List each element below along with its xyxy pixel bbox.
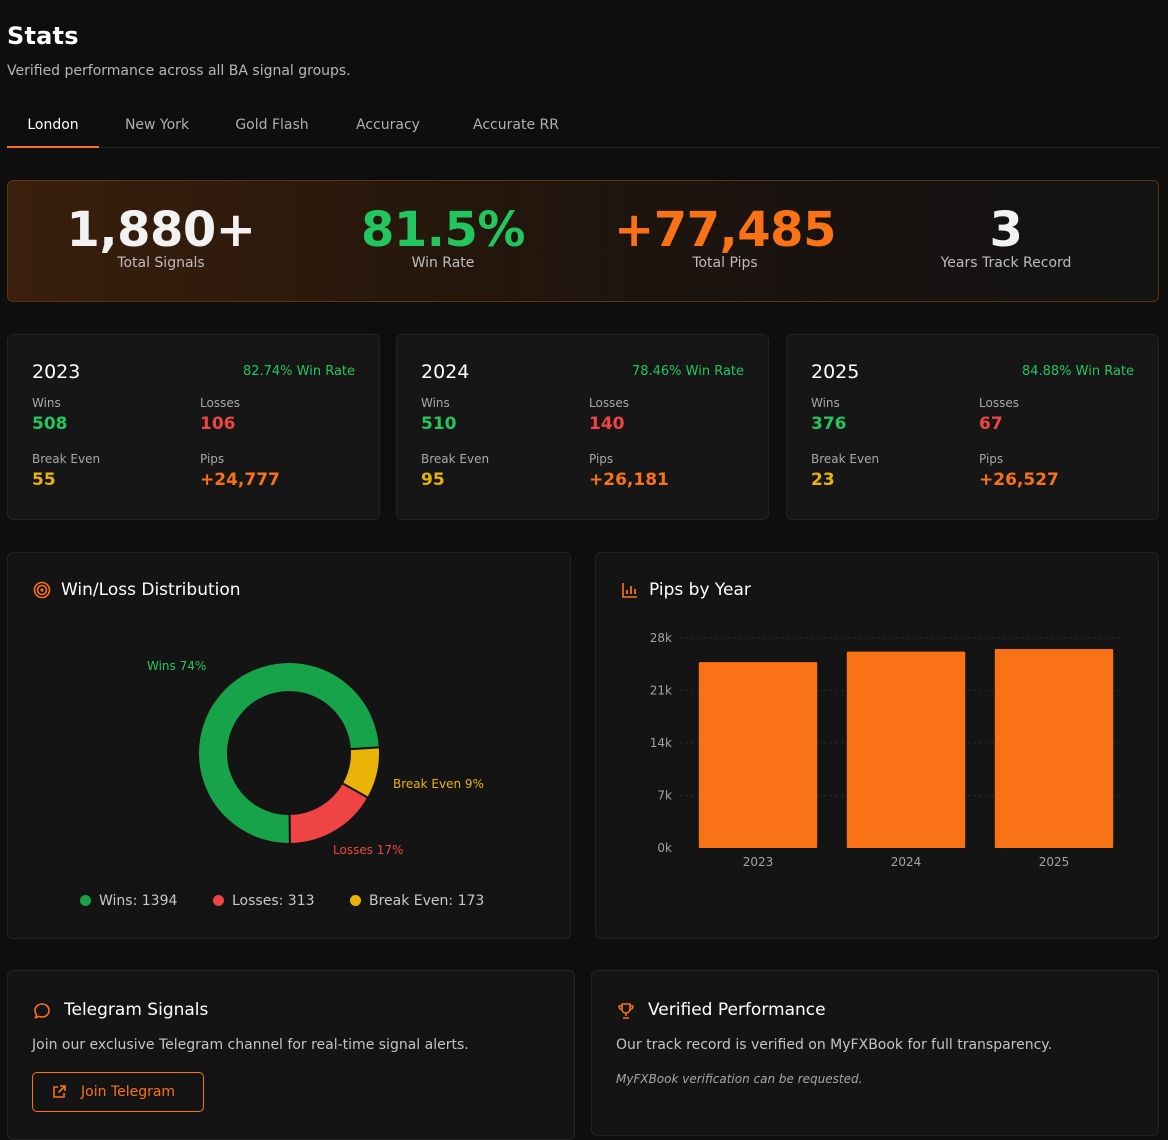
wins-value: 510 bbox=[421, 414, 457, 434]
chat-bubble-icon bbox=[34, 1003, 50, 1019]
wins-label: Wins bbox=[811, 396, 840, 410]
join-telegram-button[interactable]: Join Telegram bbox=[32, 1072, 204, 1112]
verified-text: Our track record is verified on MyFXBook… bbox=[616, 1037, 1053, 1053]
break-even-value: 55 bbox=[32, 470, 56, 490]
y-tick-label: 21k bbox=[650, 684, 672, 698]
pips-label: Pips bbox=[200, 452, 225, 466]
year-title: 2023 bbox=[32, 361, 81, 383]
year-card-2023: 2023 82.74% Win Rate Wins 508 Losses 106… bbox=[7, 334, 380, 520]
telegram-title: Telegram Signals bbox=[64, 1000, 209, 1020]
bar-2023 bbox=[698, 662, 818, 848]
legend-break-even-label: Break Even: 173 bbox=[369, 893, 485, 909]
hero-label: Years Track Record bbox=[940, 255, 1072, 271]
hero-value: 1,880+ bbox=[66, 202, 256, 258]
bar-chart-icon bbox=[622, 583, 637, 598]
page-title: Stats bbox=[7, 22, 79, 50]
bar-2024 bbox=[846, 651, 966, 848]
hero-value: 3 bbox=[989, 202, 1023, 258]
legend-dot-wins bbox=[80, 895, 91, 906]
hero-label: Win Rate bbox=[411, 255, 475, 271]
distribution-title: Win/Loss Distribution bbox=[61, 580, 241, 600]
pips-bar-chart: 0k 7k 14k 21k 28k 2023 2024 2025 bbox=[650, 631, 1123, 869]
trophy-icon bbox=[618, 1003, 634, 1019]
x-tick-label: 2024 bbox=[891, 855, 922, 869]
break-even-label: Break Even bbox=[811, 452, 880, 466]
telegram-text: Join our exclusive Telegram channel for … bbox=[32, 1037, 469, 1053]
pips-value: +26,181 bbox=[589, 470, 669, 490]
legend-dot-losses bbox=[213, 895, 224, 906]
tab-accurate-rr[interactable]: Accurate RR bbox=[473, 117, 559, 133]
hero-label: Total Pips bbox=[692, 255, 758, 271]
slice-losses bbox=[288, 781, 370, 846]
hero-total-signals: 1,880+ Total Signals bbox=[21, 201, 301, 271]
slice-label-losses: Losses 17% bbox=[333, 843, 403, 857]
hero-years: 3 Years Track Record bbox=[866, 201, 1146, 271]
verified-card: Verified Performance Our track record is… bbox=[591, 970, 1159, 1136]
tab-london[interactable]: London bbox=[7, 106, 99, 148]
slice-label-break-even: Break Even 9% bbox=[393, 777, 484, 791]
win-loss-donut-chart: Wins 74% Losses 17% Break Even 9% bbox=[147, 659, 484, 857]
hero-total-pips: +77,485 Total Pips bbox=[585, 201, 865, 271]
year-win-rate: 78.46% Win Rate bbox=[631, 364, 744, 379]
y-tick-label: 28k bbox=[650, 631, 672, 645]
legend-wins: Wins: 1394 bbox=[80, 893, 177, 909]
tab-accuracy[interactable]: Accuracy bbox=[356, 117, 420, 133]
group-tabs: London New York Gold Flash Accuracy Accu… bbox=[7, 106, 1161, 148]
wins-value: 508 bbox=[32, 414, 68, 434]
legend-wins-label: Wins: 1394 bbox=[99, 893, 178, 909]
summary-banner: 1,880+ Total Signals 81.5% Win Rate +77,… bbox=[7, 180, 1159, 302]
losses-value: 67 bbox=[979, 414, 1003, 434]
break-even-value: 95 bbox=[421, 470, 445, 490]
losses-value: 106 bbox=[200, 414, 236, 434]
pips-label: Pips bbox=[589, 452, 614, 466]
pips-value: +24,777 bbox=[200, 470, 280, 490]
pips-title: Pips by Year bbox=[649, 580, 751, 600]
wins-label: Wins bbox=[421, 396, 450, 410]
break-even-label: Break Even bbox=[421, 452, 490, 466]
join-telegram-label: Join Telegram bbox=[81, 1084, 176, 1100]
year-title: 2025 bbox=[811, 361, 860, 383]
break-even-label: Break Even bbox=[32, 452, 101, 466]
telegram-card: Telegram Signals Join our exclusive Tele… bbox=[7, 970, 575, 1140]
year-title: 2024 bbox=[421, 361, 470, 383]
hero-value: 81.5% bbox=[360, 202, 526, 258]
year-win-rate: 84.88% Win Rate bbox=[1021, 364, 1134, 379]
tab-new-york[interactable]: New York bbox=[124, 117, 190, 133]
y-tick-label: 14k bbox=[650, 736, 672, 750]
y-tick-label: 7k bbox=[657, 789, 672, 803]
pips-label: Pips bbox=[979, 452, 1004, 466]
page-subtitle: Verified performance across all BA signa… bbox=[7, 63, 351, 79]
losses-value: 140 bbox=[589, 414, 625, 434]
hero-label: Total Signals bbox=[117, 255, 205, 271]
legend-break-even: Break Even: 173 bbox=[350, 893, 484, 909]
x-tick-label: 2025 bbox=[1039, 855, 1070, 869]
external-link-icon bbox=[53, 1085, 66, 1098]
losses-label: Losses bbox=[979, 396, 1019, 410]
distribution-panel: Win/Loss Distribution bbox=[7, 552, 571, 939]
slice-label-wins: Wins 74% bbox=[147, 659, 206, 673]
verified-note: MyFXBook verification can be requested. bbox=[616, 1072, 863, 1086]
legend-losses-label: Losses: 313 bbox=[232, 893, 315, 909]
hero-win-rate: 81.5% Win Rate bbox=[303, 201, 583, 271]
slice-wins bbox=[197, 661, 381, 845]
losses-label: Losses bbox=[589, 396, 629, 410]
verified-title: Verified Performance bbox=[648, 1000, 826, 1020]
legend-losses: Losses: 313 bbox=[213, 893, 315, 909]
y-tick-label: 0k bbox=[657, 841, 672, 855]
bar-2025 bbox=[994, 649, 1114, 848]
break-even-value: 23 bbox=[811, 470, 835, 490]
year-win-rate: 82.74% Win Rate bbox=[242, 364, 355, 379]
year-card-2024: 2024 78.46% Win Rate Wins 510 Losses 140… bbox=[396, 334, 769, 520]
tab-gold-flash[interactable]: Gold Flash bbox=[235, 117, 309, 133]
pips-value: +26,527 bbox=[979, 470, 1059, 490]
wins-label: Wins bbox=[32, 396, 61, 410]
target-icon bbox=[33, 581, 51, 599]
wins-value: 376 bbox=[811, 414, 847, 434]
losses-label: Losses bbox=[200, 396, 240, 410]
legend-dot-break-even bbox=[350, 895, 361, 906]
x-tick-label: 2023 bbox=[743, 855, 774, 869]
year-card-2025: 2025 84.88% Win Rate Wins 376 Losses 67 … bbox=[786, 334, 1159, 520]
hero-value: +77,485 bbox=[614, 202, 836, 258]
